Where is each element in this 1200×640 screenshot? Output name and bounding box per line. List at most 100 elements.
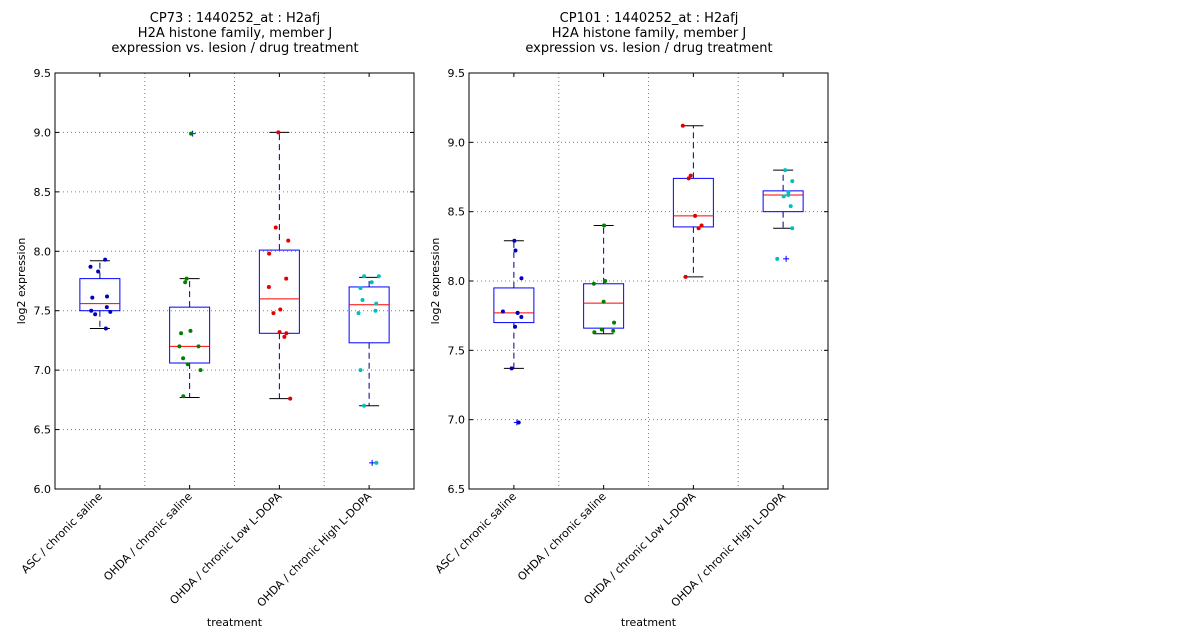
data-point (196, 344, 201, 349)
y-tick-label: 8.0 (448, 275, 466, 288)
data-point (284, 331, 289, 336)
data-point (358, 286, 363, 291)
data-point (599, 327, 604, 332)
data-point (362, 274, 367, 279)
data-point (93, 312, 98, 317)
data-point (185, 362, 190, 367)
data-point (513, 324, 518, 329)
x-tick-label: ASC / chronic saline (433, 490, 519, 576)
data-point (693, 213, 698, 218)
data-point (603, 279, 608, 283)
box-iqr (79, 278, 121, 312)
data-point (90, 295, 95, 300)
box-iqr (672, 177, 714, 228)
y-axis-label: log2 expression (15, 238, 28, 325)
data-point (103, 326, 108, 331)
y-tick-label: 9.5 (34, 67, 52, 80)
data-point (500, 309, 505, 314)
data-point (369, 280, 374, 285)
data-point (775, 256, 780, 261)
data-point (105, 294, 110, 299)
x-tick-label: OHDA / chronic saline (101, 490, 195, 584)
data-point (515, 310, 520, 315)
data-point (781, 194, 786, 199)
data-point (696, 226, 701, 231)
y-tick-label: 7.0 (34, 364, 52, 377)
data-point (358, 368, 363, 373)
data-point (104, 305, 109, 310)
data-point (288, 396, 293, 401)
data-point (266, 284, 271, 289)
data-point (282, 334, 287, 339)
x-axis-label: treatment (207, 616, 263, 629)
box-iqr (348, 286, 390, 344)
data-point (284, 276, 289, 281)
data-point (686, 176, 691, 181)
data-point (592, 330, 597, 335)
data-point (267, 251, 272, 256)
data-point (591, 281, 596, 286)
box-iqr (583, 283, 625, 329)
y-tick-label: 6.5 (448, 483, 466, 496)
box-iqr (762, 190, 804, 213)
data-point (783, 168, 788, 173)
data-point (516, 420, 521, 425)
y-tick-label: 6.0 (34, 483, 52, 496)
data-point (278, 307, 283, 312)
y-tick-label: 9.0 (448, 136, 466, 149)
y-tick-label: 8.0 (34, 245, 52, 258)
box-iqr (258, 249, 300, 334)
data-point (612, 320, 617, 325)
data-point (177, 344, 182, 349)
data-point (276, 130, 281, 135)
chart-title-line: expression vs. lesion / drug treatment (111, 41, 358, 56)
plot-frame (54, 72, 415, 490)
data-point (680, 123, 685, 128)
chart-title-line: expression vs. lesion / drug treatment (525, 41, 772, 56)
data-point (601, 299, 606, 304)
data-point (188, 328, 193, 333)
x-axis-label: treatment (621, 616, 677, 629)
data-point (513, 248, 518, 253)
data-point (273, 225, 278, 230)
y-tick-label: 7.0 (448, 414, 466, 427)
y-tick-label: 8.5 (448, 206, 466, 219)
data-point (96, 269, 101, 274)
outlier-marker (783, 255, 790, 262)
data-point (683, 274, 688, 279)
y-tick-label: 6.5 (34, 424, 52, 437)
data-point (602, 223, 607, 228)
data-point (786, 193, 791, 198)
data-point (198, 368, 203, 373)
y-tick-label: 7.5 (448, 344, 466, 357)
data-point (374, 301, 379, 306)
data-point (699, 223, 704, 228)
data-point (790, 179, 795, 184)
chart-title-line: H2A histone family, member J (138, 26, 332, 41)
chart-title-line: CP101 : 1440252_at : H2afj (560, 11, 739, 26)
data-point (183, 280, 188, 285)
x-tick-label: ASC / chronic saline (19, 490, 105, 576)
x-tick-label: OHDA / chronic saline (515, 490, 609, 584)
data-point (362, 403, 367, 408)
data-point (790, 226, 795, 231)
chart-title-line: CP73 : 1440252_at : H2afj (150, 11, 320, 26)
y-tick-label: 8.5 (34, 186, 52, 199)
data-point (286, 238, 291, 243)
chart-title-line: H2A histone family, member J (552, 26, 746, 41)
outlier-marker (369, 459, 376, 466)
data-point (277, 330, 282, 335)
data-point (108, 309, 113, 314)
data-point (271, 311, 276, 316)
data-point (519, 315, 524, 320)
data-point (688, 173, 693, 178)
data-point (373, 308, 378, 313)
data-point (376, 274, 381, 279)
data-point (181, 356, 186, 361)
y-tick-label: 9.0 (34, 126, 52, 139)
y-tick-label: 9.5 (448, 67, 466, 80)
data-point (181, 394, 186, 399)
data-point (360, 298, 365, 303)
